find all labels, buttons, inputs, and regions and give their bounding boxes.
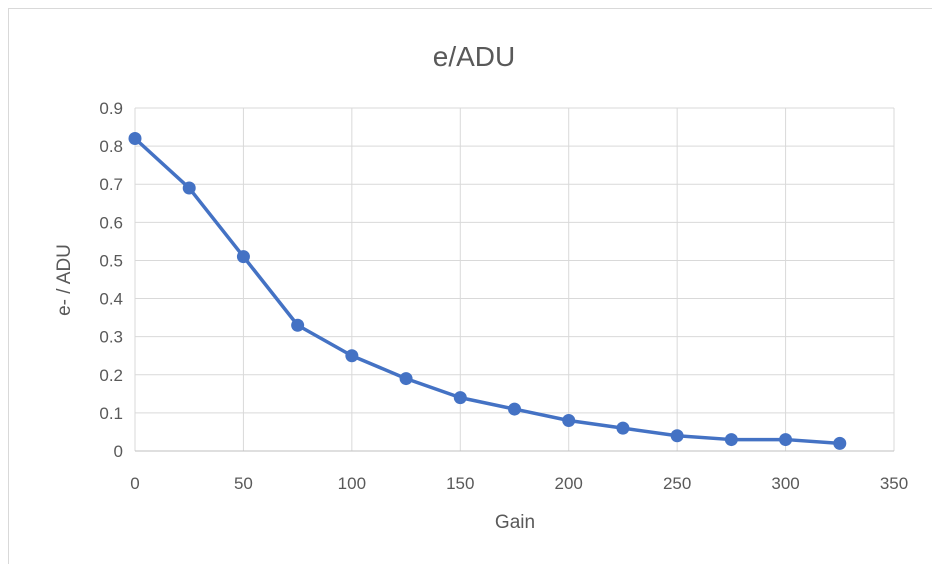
data-point [670,429,684,443]
gridlines [134,107,895,451]
y-tick-label: 0.4 [99,290,123,309]
data-point [724,433,738,447]
chart-title: e/ADU [433,41,515,72]
y-tick-label: 0.9 [99,99,123,118]
data-point [453,391,467,405]
x-tick-label: 300 [771,474,799,493]
x-tick-label: 50 [234,474,253,493]
data-point [291,318,305,332]
data-point [399,372,413,386]
y-tick-label: 0.7 [99,175,123,194]
data-point [779,433,793,447]
y-axis-title: e- / ADU [54,244,75,316]
y-tick-label: 0.6 [99,213,123,232]
y-tick-label: 0.5 [99,251,123,270]
x-tick-label: 150 [446,474,474,493]
x-tick-label: 100 [338,474,366,493]
y-tick-label: 0.2 [99,366,123,385]
tick-labels: 0 0.1 0.2 0.3 0.4 0.5 0.6 0.7 0.8 0.9 0 50 100 150 200… [99,99,908,493]
data-point [833,436,847,450]
x-tick-label: 0 [130,474,139,493]
series-line [133,136,842,446]
chart-area [8,8,932,564]
y-tick-label: 0.1 [99,404,123,423]
y-tick-label: 0 [114,442,123,461]
data-point [508,402,521,416]
y-tick-label: 0.8 [99,137,123,156]
data-point [182,181,196,195]
data-point [236,250,250,264]
data-point [562,414,576,428]
data-point [128,131,142,145]
series-layer [128,131,847,450]
x-tick-label: 200 [555,474,583,493]
x-tick-label: 350 [880,474,908,493]
y-tick-label: 0.3 [99,328,123,347]
data-point [345,349,359,363]
data-point [616,421,630,435]
x-tick-label: 250 [663,474,691,493]
x-axis-title: Gain [495,512,535,533]
